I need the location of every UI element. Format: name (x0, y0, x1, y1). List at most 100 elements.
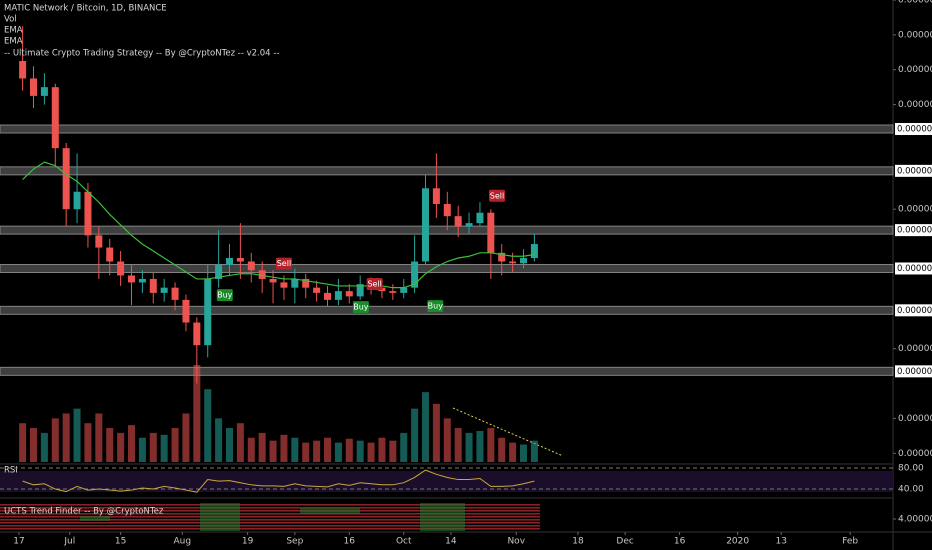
candle-body (258, 270, 266, 279)
volume-bar (160, 434, 168, 462)
level-label: 0.00000122 (897, 306, 932, 316)
rsi-band (0, 471, 893, 492)
level-label-box (895, 304, 932, 317)
ema-line (22, 161, 535, 289)
volume-bar (530, 440, 538, 462)
candle-layer: Buy Sell Buy Sell Buy Sell (19, 26, 538, 384)
candle-body (95, 235, 103, 248)
y-tick-label: 0.00000180 (898, 205, 932, 215)
level-label-box (895, 164, 932, 177)
x-tick-label: 18 (572, 537, 584, 547)
rsi-line (22, 469, 535, 493)
volume-bar (149, 432, 157, 462)
candle-body (530, 244, 538, 259)
volume-bar (356, 440, 364, 462)
candle-body (30, 78, 38, 96)
signal-box (352, 301, 369, 314)
volume-bar (40, 432, 48, 462)
candle-body (171, 287, 179, 300)
candle-body (204, 278, 212, 346)
volume-bar (324, 437, 332, 462)
candle-body (411, 261, 419, 288)
candle-body (215, 264, 223, 279)
volume-bar (226, 428, 234, 462)
candle-body (128, 275, 136, 283)
candle-body (73, 191, 81, 210)
volume-bar (51, 418, 59, 462)
level-band (0, 366, 894, 376)
volume-layer (19, 365, 538, 462)
y-tick-label: 0.00000240 (898, 100, 932, 110)
x-tick-label: Nov (507, 537, 525, 547)
candle-body (313, 287, 321, 293)
x-tick-label: 16 (344, 537, 356, 547)
indicator-label: Vol (4, 15, 17, 25)
volume-bar (411, 408, 419, 462)
candle-body (269, 278, 277, 283)
x-tick-label: 2020 (726, 537, 749, 547)
candle-body (465, 223, 473, 227)
candle-body (19, 61, 27, 79)
candle-body (454, 216, 462, 227)
level-label-box (895, 365, 932, 378)
candle-body (422, 188, 430, 262)
signal-box (366, 277, 383, 290)
indicator-label: EMA (4, 26, 23, 36)
volume-bar (302, 442, 310, 462)
candle-body (302, 278, 310, 288)
volume-bar (345, 438, 353, 462)
rsi-title: RSI (4, 466, 18, 476)
rsi-tick-label: 80.00 (898, 463, 924, 473)
volume-bar (509, 442, 517, 462)
x-tick-label: Jul (63, 537, 75, 547)
candle-body (509, 261, 517, 264)
volume-bar (454, 428, 462, 462)
trend-green-blocks (80, 503, 465, 531)
volume-bar (138, 437, 146, 462)
signal-label: Buy (353, 303, 369, 312)
volume-bar (19, 423, 27, 462)
level-band (0, 225, 894, 235)
candle-body (487, 212, 495, 253)
signal-box (427, 300, 444, 313)
volume-bar (400, 432, 408, 462)
candle-body (160, 287, 168, 293)
signal-box (489, 189, 506, 202)
candle-body (280, 282, 288, 288)
volume-bar (30, 428, 38, 462)
volume-bar (389, 440, 397, 462)
volume-bar (476, 430, 484, 462)
candle-body (247, 261, 255, 271)
volume-bar (487, 428, 495, 462)
x-tick-label: 13 (775, 537, 786, 547)
volume-bar (106, 428, 114, 462)
x-tick-label: 19 (242, 537, 254, 547)
signal-label: Sell (277, 259, 291, 268)
volume-bar (128, 425, 136, 462)
y-tick-label: 0.00000060 (898, 414, 932, 424)
candle-body (84, 191, 92, 236)
candle-body (443, 203, 451, 217)
x-tick-label: Sep (286, 537, 303, 547)
volume-bar (117, 432, 125, 462)
signal-label: Buy (217, 291, 233, 300)
volume-bar (367, 442, 375, 462)
levels-layer (0, 124, 894, 376)
volume-bar (269, 440, 277, 462)
x-tick-label: Dec (616, 537, 633, 547)
y-tick-label: 0.00000040 (898, 449, 932, 459)
candle-body (476, 212, 484, 224)
candle-body (40, 87, 48, 96)
candle-body (62, 148, 70, 210)
chart-title: MATIC Network / Bitcoin, 1D, BINANCE (4, 4, 167, 14)
volume-bar (258, 432, 266, 462)
trend-title: UCTS Trend Finder -- By @CryptoNTez (4, 507, 164, 517)
volume-bar (215, 418, 223, 462)
candle-body (291, 278, 299, 288)
volume-bar (204, 389, 212, 462)
volume-bar (247, 437, 255, 462)
y-tick-label: 0.00000280 (898, 30, 932, 40)
trend-tick-label: 4.00000000 (898, 515, 932, 525)
volume-bar (95, 413, 103, 462)
